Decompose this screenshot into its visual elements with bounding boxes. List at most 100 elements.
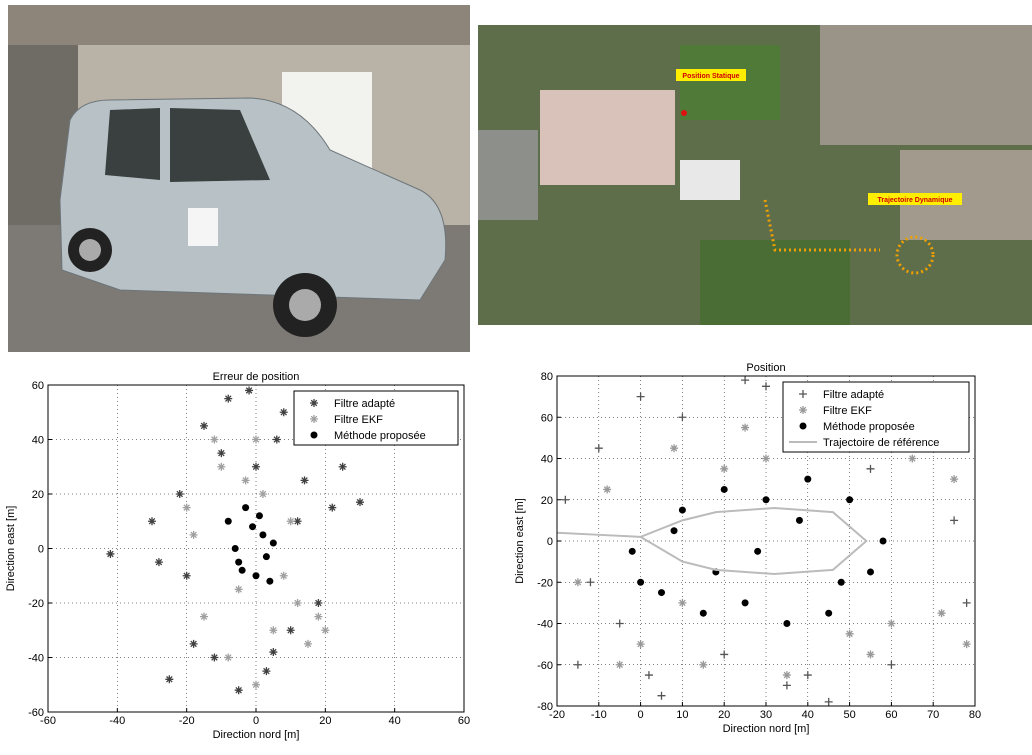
point bbox=[867, 568, 874, 576]
point bbox=[252, 680, 260, 689]
legend-label: Méthode proposée bbox=[334, 430, 426, 442]
point bbox=[699, 660, 708, 669]
x-tick-label: 80 bbox=[969, 709, 981, 721]
point bbox=[741, 376, 750, 385]
x-axis-label: Direction nord [m] bbox=[213, 729, 300, 741]
point bbox=[866, 650, 875, 659]
point bbox=[217, 462, 226, 471]
x-tick-label: 20 bbox=[718, 709, 730, 721]
x-tick-label: 0 bbox=[253, 715, 259, 727]
x-tick-label: 70 bbox=[927, 709, 939, 721]
point bbox=[224, 517, 232, 525]
y-tick-label: -80 bbox=[537, 701, 553, 713]
point bbox=[200, 421, 208, 430]
point bbox=[154, 558, 163, 567]
point bbox=[678, 506, 686, 514]
x-tick-label: 40 bbox=[389, 715, 401, 727]
point bbox=[182, 503, 191, 512]
point bbox=[594, 444, 603, 453]
y-tick-label: 40 bbox=[541, 454, 553, 466]
point bbox=[231, 545, 239, 552]
x-tick-label: 60 bbox=[458, 715, 470, 727]
car-photo bbox=[8, 5, 470, 352]
point bbox=[258, 490, 267, 498]
point bbox=[803, 671, 812, 680]
point bbox=[286, 626, 295, 635]
map-image: Position Statique Trajectoire Dynamique bbox=[478, 25, 1032, 325]
legend-label: Méthode proposée bbox=[823, 421, 915, 433]
point bbox=[234, 686, 243, 695]
axes-frame bbox=[47, 384, 465, 713]
y-tick-label: -60 bbox=[537, 660, 553, 672]
point bbox=[782, 671, 791, 680]
point bbox=[175, 490, 184, 498]
x-tick-label: -20 bbox=[549, 709, 565, 721]
point bbox=[720, 650, 729, 659]
point bbox=[314, 612, 323, 621]
axes-frame bbox=[556, 375, 976, 707]
point bbox=[242, 504, 250, 512]
legend-swatch bbox=[799, 390, 807, 398]
point bbox=[846, 496, 854, 504]
legend-label: Filtre EKF bbox=[334, 414, 383, 426]
point bbox=[950, 475, 959, 484]
y-axis-label: Direction east [m] bbox=[5, 506, 17, 592]
x-tick-label: 40 bbox=[802, 709, 814, 721]
legend-label: Trajectoire de référence bbox=[823, 437, 939, 449]
point bbox=[252, 462, 260, 471]
point bbox=[272, 435, 281, 444]
point bbox=[637, 578, 645, 586]
point bbox=[217, 449, 226, 458]
y-tick-label: 40 bbox=[32, 435, 44, 447]
legend-swatch bbox=[310, 399, 318, 407]
y-tick-label: -40 bbox=[28, 653, 44, 665]
x-tick-label: -10 bbox=[591, 709, 607, 721]
point bbox=[235, 558, 243, 566]
point bbox=[210, 653, 219, 662]
point bbox=[338, 462, 347, 471]
legend-swatch bbox=[310, 415, 318, 423]
chart-title: Position bbox=[746, 362, 785, 374]
x-tick-label: 0 bbox=[638, 709, 644, 721]
point bbox=[762, 496, 770, 504]
x-tick-label: -20 bbox=[179, 715, 195, 727]
y-tick-label: 80 bbox=[541, 371, 553, 383]
point bbox=[106, 549, 115, 558]
point bbox=[782, 681, 791, 690]
legend-swatch bbox=[799, 406, 807, 414]
point bbox=[699, 609, 707, 617]
y-tick-label: 20 bbox=[541, 495, 553, 507]
point bbox=[644, 671, 653, 680]
legend-label: Filtre adapté bbox=[334, 398, 395, 410]
point bbox=[259, 531, 267, 539]
point bbox=[615, 660, 624, 669]
point bbox=[182, 571, 191, 580]
point bbox=[300, 476, 309, 485]
point bbox=[937, 609, 946, 618]
point bbox=[573, 578, 582, 587]
point bbox=[636, 392, 645, 401]
point bbox=[962, 640, 971, 649]
point bbox=[720, 464, 729, 473]
x-axis-label: Direction nord [m] bbox=[723, 723, 810, 735]
x-tick-label: -40 bbox=[109, 715, 125, 727]
point bbox=[210, 435, 219, 444]
point bbox=[658, 589, 665, 597]
point bbox=[189, 530, 198, 539]
y-tick-label: -20 bbox=[537, 577, 553, 589]
legend-swatch bbox=[799, 422, 807, 430]
point bbox=[328, 503, 337, 512]
x-tick-label: 30 bbox=[760, 709, 772, 721]
x-tick-label: 20 bbox=[319, 715, 331, 727]
point bbox=[670, 444, 679, 453]
point bbox=[286, 517, 295, 526]
point bbox=[824, 697, 833, 706]
point bbox=[561, 495, 570, 504]
point bbox=[837, 578, 845, 586]
x-tick-label: 50 bbox=[843, 709, 855, 721]
x-tick-label: 10 bbox=[676, 709, 688, 721]
point bbox=[165, 675, 174, 684]
point bbox=[321, 626, 330, 635]
point bbox=[269, 539, 277, 547]
